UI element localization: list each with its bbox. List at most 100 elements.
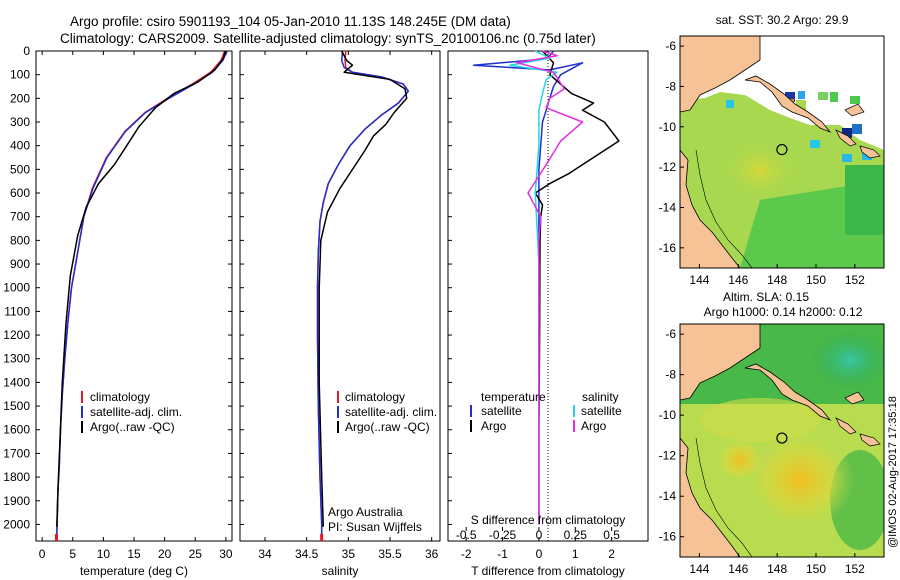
legend-label-satellite: satellite-adj. clim. bbox=[90, 405, 182, 419]
map-sla-title-line2: Argo h1000: 0.14 h2000: 0.12 bbox=[704, 305, 863, 319]
sla-warm-patch-west bbox=[715, 438, 765, 482]
x-tick-label: 25 bbox=[189, 547, 203, 561]
legend-label-argo: Argo(..raw -QC) bbox=[345, 420, 430, 434]
map-y-tick-label: -14 bbox=[659, 200, 677, 214]
map-y-tick-label: -8 bbox=[665, 368, 676, 382]
annotation-pi: PI: Susan Wijffels bbox=[328, 520, 422, 534]
map-y-tick-label: -10 bbox=[659, 408, 677, 422]
x-tick-label: 34 bbox=[258, 547, 272, 561]
x-tick-label: 35.5 bbox=[378, 547, 402, 561]
map-sst bbox=[680, 36, 884, 268]
series-salinity-satellite bbox=[509, 50, 558, 525]
legend-label-climatology: climatology bbox=[345, 390, 405, 404]
difference-s-ticks: -0.5 -0.25 0 0.25 0.5 bbox=[456, 527, 620, 542]
sst-pixel bbox=[818, 92, 828, 100]
series-temperature-satellite bbox=[472, 50, 584, 241]
map-sla-y-ticks: -6 -8 -10 -12 -14 -16 bbox=[659, 327, 684, 544]
s-tick-label: 0.5 bbox=[603, 528, 620, 542]
depth-tick-label: 600 bbox=[10, 186, 30, 200]
map-y-tick-label: -12 bbox=[659, 160, 677, 174]
x-tick-label: 34.5 bbox=[295, 547, 319, 561]
sst-pixel bbox=[785, 92, 795, 102]
map-sla-x-ticks: 144 146 148 150 152 bbox=[689, 553, 865, 576]
s-tick-label: -0.25 bbox=[489, 528, 517, 542]
depth-tick-label: 100 bbox=[10, 68, 30, 82]
legend-label-satellite: satellite-adj. clim. bbox=[345, 405, 437, 419]
x-tick-label: 20 bbox=[158, 547, 172, 561]
sla-warm-patch bbox=[745, 430, 855, 530]
legend-label-argo: Argo(..raw -QC) bbox=[90, 420, 175, 434]
figure-title-line2: Climatology: CARS2009. Satellite-adjuste… bbox=[60, 31, 596, 46]
s-tick-label: 0.25 bbox=[564, 528, 588, 542]
map-x-tick-label: 152 bbox=[845, 273, 865, 287]
sla-yellow-band bbox=[700, 398, 820, 442]
map-sst-frame bbox=[679, 35, 885, 269]
depth-tick-label: 0 bbox=[23, 44, 30, 58]
map-x-tick-label: 146 bbox=[728, 562, 748, 576]
legend-label-climatology: climatology bbox=[90, 390, 150, 404]
series-temperature-argo bbox=[534, 50, 620, 525]
map-x-tick-label: 152 bbox=[845, 562, 865, 576]
land-papua-peninsula bbox=[744, 363, 832, 421]
x-tick-label: 36 bbox=[425, 547, 439, 561]
sst-field-east bbox=[845, 165, 884, 235]
depth-tick-label: 1300 bbox=[3, 352, 30, 366]
salinity-x-ticks: 34 34.5 35 35.5 36 bbox=[258, 51, 439, 561]
legend-label-sal-satellite: satellite bbox=[581, 404, 622, 418]
x-tick-label: 0 bbox=[39, 547, 46, 561]
sst-pixel bbox=[830, 92, 838, 102]
map-x-tick-label: 148 bbox=[767, 562, 787, 576]
map-sla bbox=[680, 324, 884, 557]
difference-s-label: S difference from climatology bbox=[471, 513, 626, 527]
land-islands bbox=[835, 103, 881, 159]
depth-tick-label: 500 bbox=[10, 162, 30, 176]
depth-tick-label: 900 bbox=[10, 257, 30, 271]
map-x-tick-label: 150 bbox=[806, 562, 826, 576]
depth-tick-label: 2000 bbox=[3, 517, 30, 531]
x-tick-label: 0 bbox=[536, 547, 543, 561]
series-satellite-adj-clim- bbox=[316, 50, 410, 541]
argo-location-marker bbox=[776, 143, 788, 156]
depth-tick-label: 400 bbox=[10, 139, 30, 153]
sst-pixel bbox=[796, 100, 806, 110]
legend-title-salinity: salinity bbox=[582, 390, 619, 404]
sst-pixel bbox=[726, 100, 734, 108]
map-y-tick-label: -10 bbox=[659, 120, 677, 134]
salinity-series-group bbox=[316, 50, 410, 541]
map-x-tick-label: 150 bbox=[806, 273, 826, 287]
map-y-tick-label: -12 bbox=[659, 449, 677, 463]
legend-label-sal-argo: Argo bbox=[581, 419, 607, 433]
salinity-x-label: salinity bbox=[322, 564, 359, 578]
map-sst-x-ticks: 144 146 148 150 152 bbox=[689, 264, 865, 287]
land-islands bbox=[835, 391, 881, 447]
depth-tick-label: 1200 bbox=[3, 328, 30, 342]
temperature-plot-frame bbox=[35, 50, 233, 542]
x-tick-label: 2 bbox=[608, 547, 615, 561]
series-climatology bbox=[316, 50, 410, 541]
depth-tick-label: 1800 bbox=[3, 470, 30, 484]
temperature-x-label: temperature (deg C) bbox=[80, 564, 188, 578]
sst-pixel bbox=[842, 154, 852, 162]
map-sla-title-line1: Altim. SLA: 0.15 bbox=[723, 290, 809, 304]
depth-axis: 0 100 200 300 400 500 600 700 800 900 1000 1100 1200… bbox=[3, 44, 452, 531]
sst-warm-patch bbox=[720, 138, 800, 202]
map-x-tick-label: 146 bbox=[728, 273, 748, 287]
s-tick-label: 0 bbox=[536, 528, 543, 542]
land-australia bbox=[680, 437, 741, 557]
x-tick-label: 30 bbox=[219, 547, 233, 561]
map-sst-title: sat. SST: 30.2 Argo: 29.9 bbox=[716, 13, 849, 27]
depth-tick-label: 700 bbox=[10, 210, 30, 224]
legend-label-temp-satellite: satellite bbox=[481, 404, 522, 418]
argo-location-marker bbox=[776, 432, 788, 444]
map-y-tick-label: -8 bbox=[665, 79, 676, 93]
map-sla-frame bbox=[679, 323, 885, 558]
map-y-tick-label: -6 bbox=[665, 39, 676, 53]
map-y-tick-label: -14 bbox=[659, 489, 677, 503]
x-tick-label: 1 bbox=[572, 547, 579, 561]
series-salinity-argo bbox=[516, 50, 584, 525]
map-x-tick-label: 144 bbox=[689, 562, 709, 576]
land-australia bbox=[680, 149, 741, 268]
temperature-legend: climatology satellite-adj. clim. Argo(..… bbox=[81, 390, 182, 434]
map-x-tick-label: 144 bbox=[689, 273, 709, 287]
depth-tick-label: 300 bbox=[10, 115, 30, 129]
